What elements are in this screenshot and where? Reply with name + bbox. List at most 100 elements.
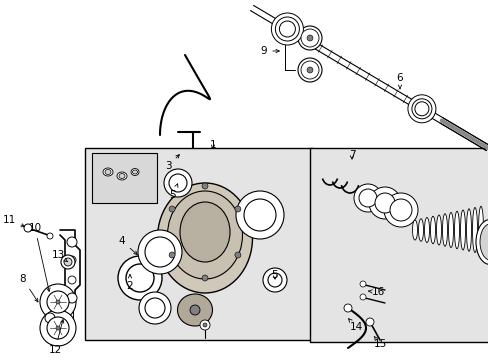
Text: 14: 14 bbox=[348, 319, 362, 332]
Ellipse shape bbox=[429, 216, 435, 244]
Ellipse shape bbox=[301, 29, 318, 47]
Circle shape bbox=[68, 276, 76, 284]
Ellipse shape bbox=[103, 168, 113, 176]
Ellipse shape bbox=[471, 207, 476, 252]
Circle shape bbox=[47, 291, 69, 313]
Circle shape bbox=[163, 169, 192, 197]
Ellipse shape bbox=[147, 237, 172, 267]
Text: 15: 15 bbox=[373, 336, 386, 349]
Text: 8: 8 bbox=[20, 274, 38, 302]
Circle shape bbox=[24, 224, 32, 232]
Ellipse shape bbox=[132, 170, 137, 174]
Text: 13: 13 bbox=[51, 250, 67, 262]
Ellipse shape bbox=[424, 217, 428, 243]
Circle shape bbox=[68, 256, 76, 264]
Circle shape bbox=[358, 189, 376, 207]
Ellipse shape bbox=[442, 214, 447, 246]
Circle shape bbox=[306, 67, 312, 73]
Ellipse shape bbox=[245, 198, 273, 233]
Ellipse shape bbox=[301, 61, 318, 79]
Circle shape bbox=[169, 174, 186, 192]
Ellipse shape bbox=[119, 174, 125, 179]
Text: 16: 16 bbox=[368, 287, 384, 297]
Text: 4: 4 bbox=[119, 236, 137, 255]
Circle shape bbox=[169, 206, 175, 212]
Circle shape bbox=[126, 264, 154, 292]
Text: 11: 11 bbox=[2, 215, 24, 227]
Circle shape bbox=[411, 99, 431, 119]
Text: 10: 10 bbox=[28, 223, 50, 291]
Circle shape bbox=[234, 206, 241, 212]
Circle shape bbox=[47, 317, 69, 339]
Circle shape bbox=[359, 294, 365, 300]
Ellipse shape bbox=[157, 183, 252, 293]
Circle shape bbox=[263, 268, 286, 292]
Circle shape bbox=[145, 298, 164, 318]
Circle shape bbox=[56, 300, 60, 304]
Circle shape bbox=[138, 230, 182, 274]
Circle shape bbox=[343, 304, 351, 312]
Ellipse shape bbox=[418, 219, 423, 241]
Circle shape bbox=[169, 252, 175, 258]
Ellipse shape bbox=[167, 191, 242, 279]
Text: 1: 1 bbox=[209, 140, 216, 150]
Circle shape bbox=[368, 187, 400, 219]
Circle shape bbox=[139, 292, 171, 324]
Circle shape bbox=[118, 256, 162, 300]
Circle shape bbox=[56, 326, 60, 330]
Circle shape bbox=[271, 13, 303, 45]
Circle shape bbox=[202, 183, 207, 189]
Circle shape bbox=[383, 193, 417, 227]
Circle shape bbox=[374, 193, 394, 213]
Circle shape bbox=[203, 323, 206, 327]
Text: 7: 7 bbox=[348, 150, 355, 160]
Bar bbox=[309, 148, 488, 342]
Circle shape bbox=[45, 313, 55, 323]
Bar bbox=[55, 305, 73, 327]
Circle shape bbox=[40, 310, 76, 346]
Circle shape bbox=[190, 305, 200, 315]
Ellipse shape bbox=[412, 220, 417, 240]
Bar bbox=[85, 148, 312, 340]
Text: 3: 3 bbox=[164, 155, 179, 171]
Text: 5: 5 bbox=[169, 184, 178, 200]
Circle shape bbox=[306, 35, 312, 41]
Text: 9: 9 bbox=[260, 46, 279, 56]
Circle shape bbox=[407, 95, 435, 123]
Circle shape bbox=[353, 184, 381, 212]
Ellipse shape bbox=[177, 294, 212, 326]
Ellipse shape bbox=[297, 26, 321, 50]
Ellipse shape bbox=[466, 209, 470, 251]
Circle shape bbox=[47, 233, 53, 239]
Ellipse shape bbox=[297, 58, 321, 82]
Circle shape bbox=[67, 293, 77, 303]
Text: 12: 12 bbox=[48, 320, 63, 355]
Circle shape bbox=[359, 281, 365, 287]
Text: 2: 2 bbox=[126, 275, 133, 291]
Ellipse shape bbox=[460, 210, 465, 250]
Text: 5: 5 bbox=[271, 270, 278, 280]
Circle shape bbox=[64, 258, 72, 266]
Ellipse shape bbox=[453, 211, 459, 249]
Ellipse shape bbox=[105, 170, 111, 175]
Ellipse shape bbox=[479, 224, 488, 260]
Text: 6: 6 bbox=[396, 73, 403, 89]
Ellipse shape bbox=[475, 220, 488, 265]
Ellipse shape bbox=[447, 212, 452, 248]
Circle shape bbox=[275, 17, 299, 41]
Circle shape bbox=[234, 252, 241, 258]
Circle shape bbox=[414, 102, 428, 116]
Circle shape bbox=[61, 255, 75, 269]
Ellipse shape bbox=[117, 172, 127, 180]
Ellipse shape bbox=[436, 215, 441, 245]
Ellipse shape bbox=[180, 202, 229, 262]
Circle shape bbox=[236, 191, 284, 239]
Ellipse shape bbox=[131, 168, 139, 176]
Circle shape bbox=[67, 237, 77, 247]
Ellipse shape bbox=[478, 206, 483, 254]
Circle shape bbox=[202, 275, 207, 281]
Circle shape bbox=[365, 318, 373, 326]
Circle shape bbox=[389, 199, 411, 221]
Circle shape bbox=[244, 199, 275, 231]
Circle shape bbox=[40, 284, 76, 320]
